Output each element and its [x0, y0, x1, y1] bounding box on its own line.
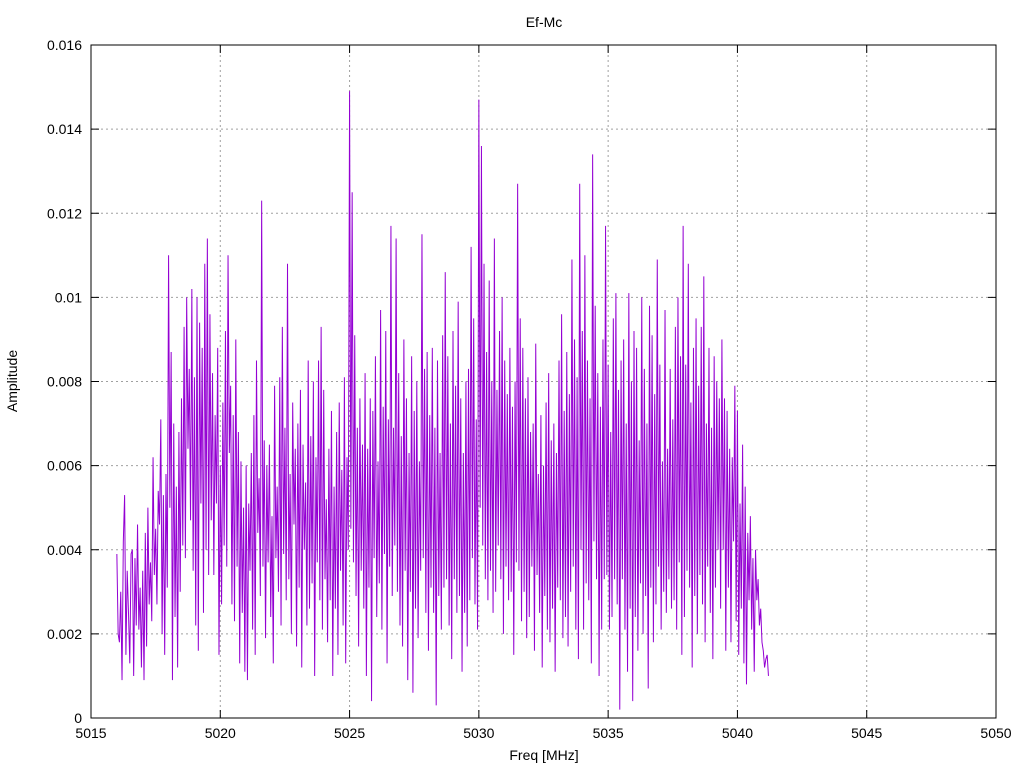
y-tick-labels: 0 0.002 0.004 0.006 0.008 0.01 0.012 0.014 0.016	[47, 37, 82, 726]
x-tick-label: 5030	[463, 725, 494, 741]
x-tick-label: 5015	[75, 725, 106, 741]
y-axis-label: Amplitude	[4, 350, 20, 412]
series-line	[116, 91, 769, 710]
x-tick-label: 5025	[334, 725, 365, 741]
y-tick-label: 0.016	[47, 37, 82, 53]
series-group	[116, 91, 769, 710]
y-tick-label: 0	[74, 710, 82, 726]
x-tick-label: 5040	[722, 725, 753, 741]
y-tick-label: 0.006	[47, 458, 82, 474]
y-tick-label: 0.014	[47, 121, 82, 137]
x-tick-label: 5045	[851, 725, 882, 741]
y-tick-label: 0.008	[47, 374, 82, 390]
y-tick-label: 0.002	[47, 626, 82, 642]
chart-title: Ef-Mc	[526, 14, 563, 30]
y-tick-label: 0.012	[47, 205, 82, 221]
grid	[91, 45, 996, 718]
x-tick-label: 5035	[593, 725, 624, 741]
x-tick-label: 5050	[980, 725, 1011, 741]
y-tick-label: 0.004	[47, 542, 82, 558]
x-tick-labels: 5015 5020 5025 5030 5035 5040 5045 5050	[75, 725, 1011, 741]
ticks	[90, 44, 997, 719]
x-tick-label: 5020	[205, 725, 236, 741]
y-tick-label: 0.01	[55, 289, 82, 305]
x-axis-label: Freq [MHz]	[509, 747, 578, 763]
